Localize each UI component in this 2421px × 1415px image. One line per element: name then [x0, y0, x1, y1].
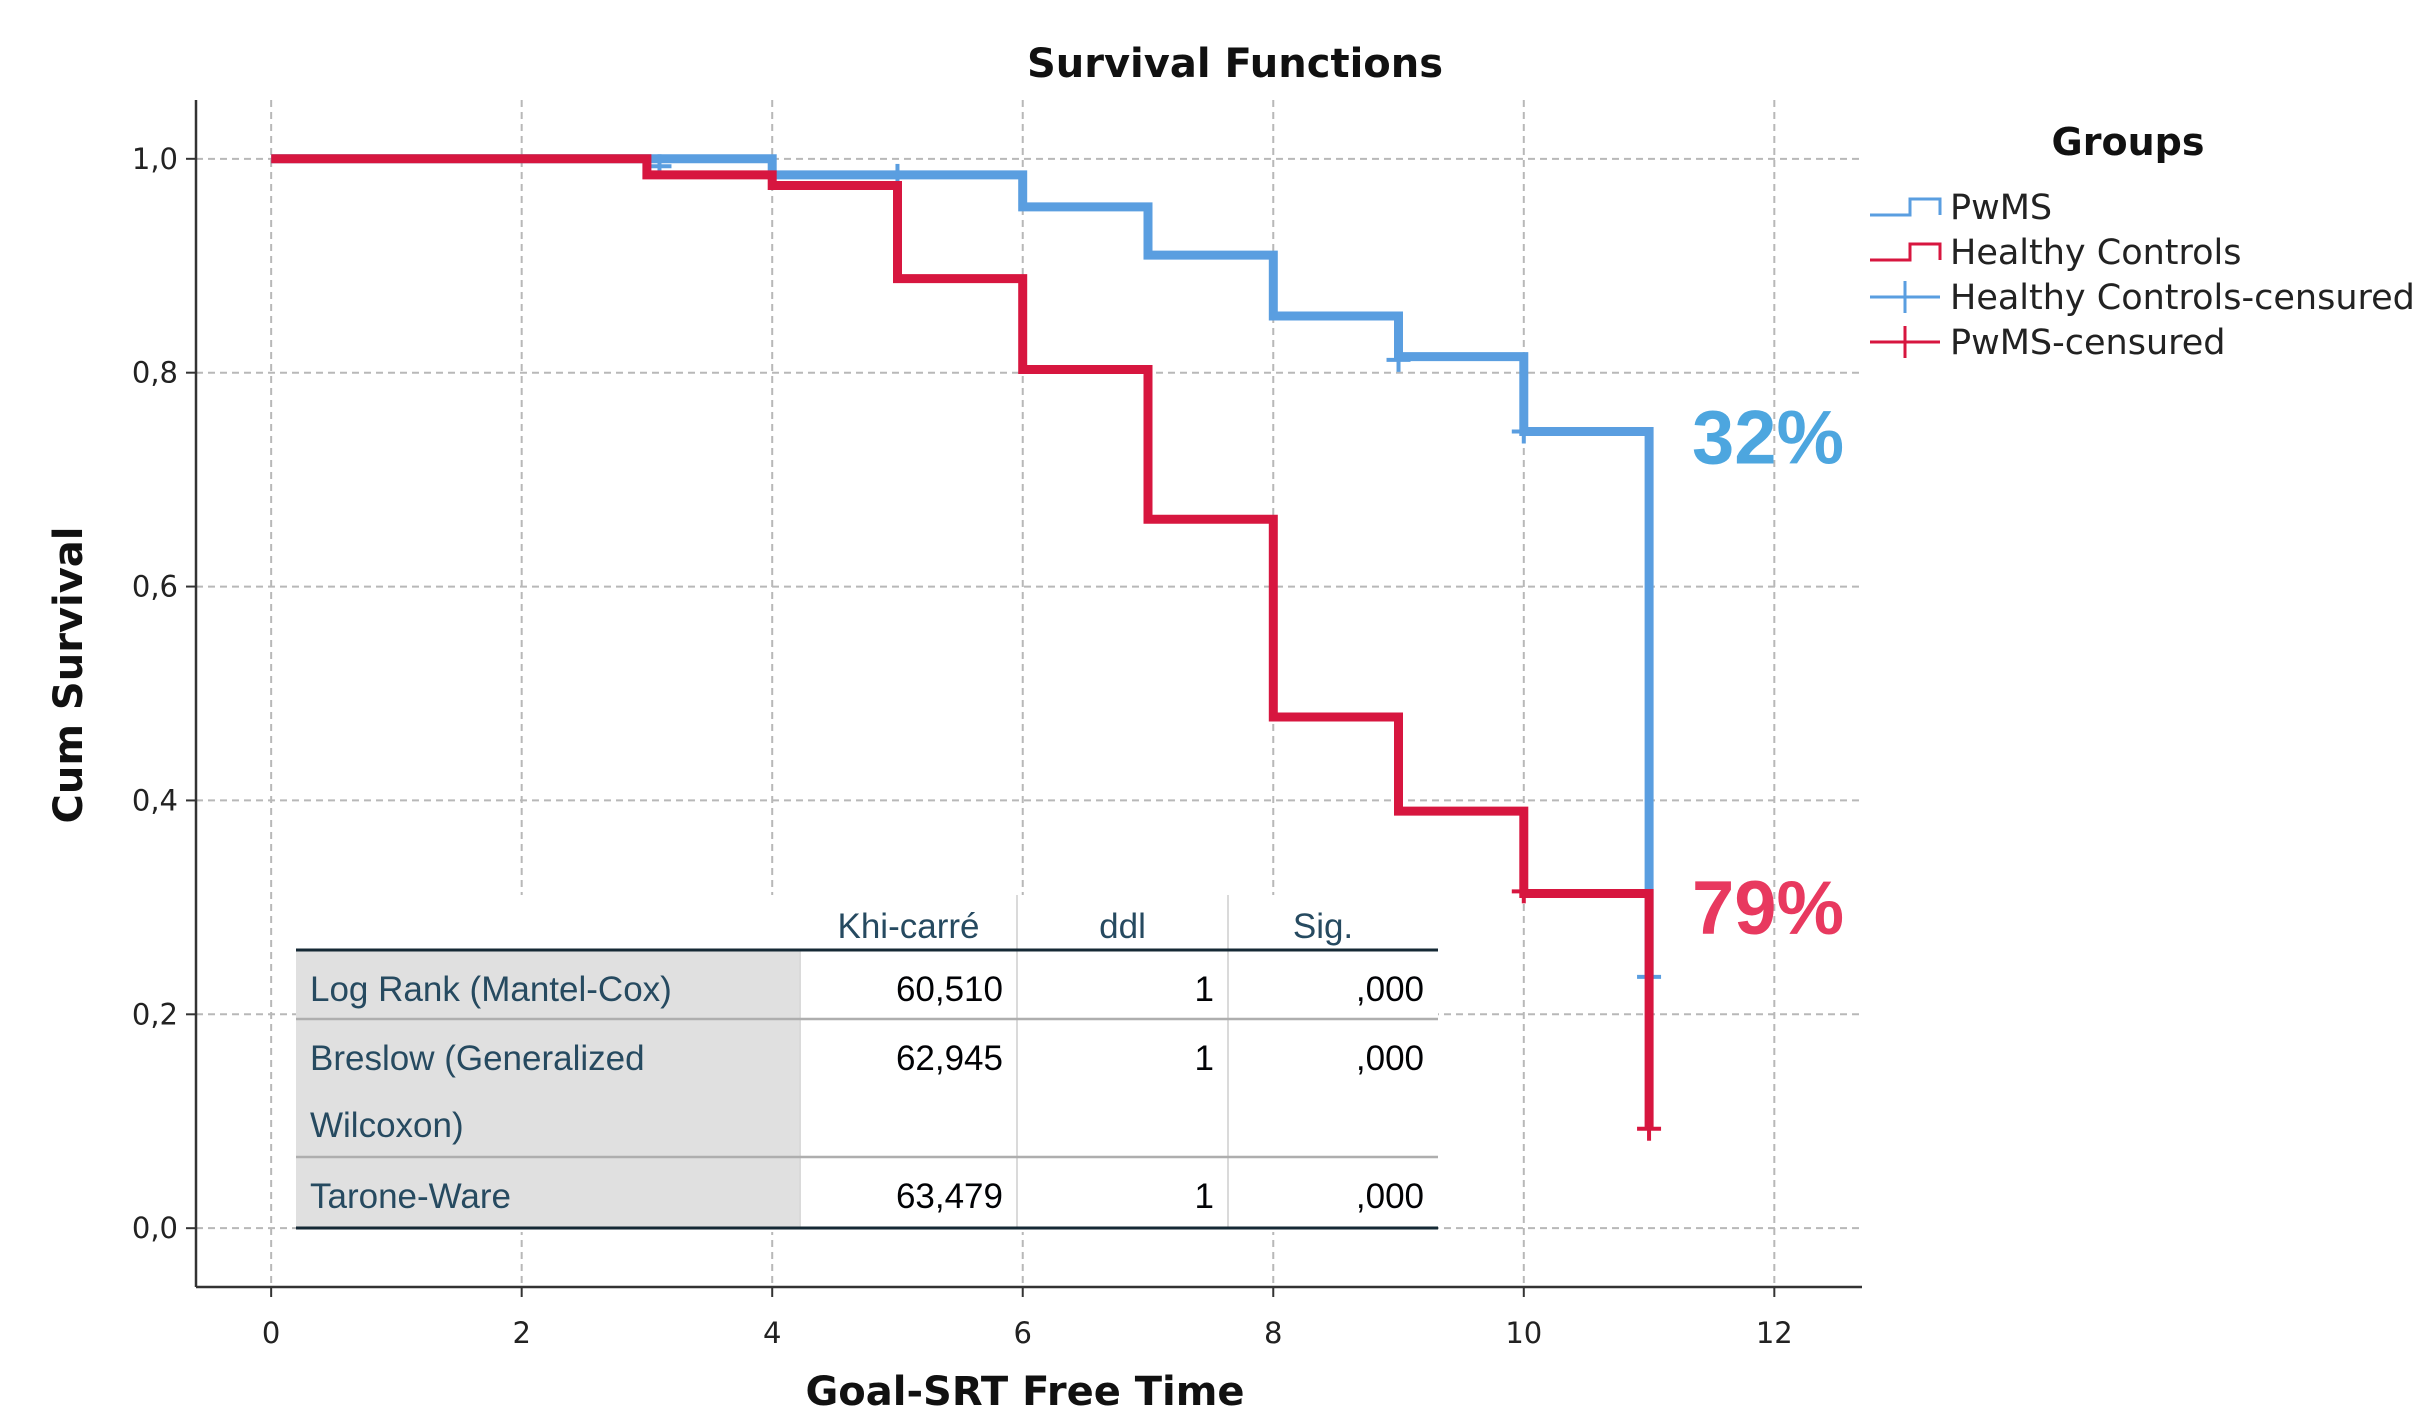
- x-tick-label: 2: [512, 1316, 530, 1350]
- table-cell-sig: ,000: [1356, 1177, 1424, 1216]
- x-tick-label: 8: [1264, 1316, 1282, 1350]
- y-tick-label: 0,4: [132, 783, 178, 817]
- x-tick-label: 12: [1756, 1316, 1793, 1350]
- chart-title: Survival Functions: [1027, 41, 1443, 87]
- legend: Groups PwMS Healthy Controls Healthy Contr…: [1870, 120, 2415, 363]
- y-axis-label: Cum Survival: [46, 526, 92, 823]
- table-header: ddl: [1099, 907, 1146, 946]
- legend-label: PwMS-censured: [1950, 323, 2226, 363]
- censor-mark-pwms: [1386, 347, 1411, 372]
- survival-curves: [271, 154, 1662, 1141]
- legend-item: Healthy Controls: [1870, 233, 2242, 273]
- table-cell-sig: ,000: [1356, 970, 1424, 1009]
- x-tick-label: 0: [262, 1316, 280, 1350]
- x-tick-label: 10: [1505, 1316, 1542, 1350]
- percent-annotation: 32%: [1692, 396, 1844, 481]
- legend-item: Healthy Controls-censured: [1870, 278, 2415, 318]
- y-tick-label: 0,2: [132, 997, 178, 1031]
- table-cell-chi: 62,945: [896, 1039, 1003, 1078]
- series-line-pwms: [271, 154, 1654, 977]
- table-row: Breslow (Generalized Wilcoxon) 62,945 1 ,000: [310, 1039, 1424, 1145]
- table-row-label: Breslow (Generalized: [310, 1039, 645, 1078]
- legend-label: Healthy Controls: [1950, 233, 2242, 273]
- table-row-label: Wilcoxon): [310, 1106, 464, 1145]
- table-cell-ddl: 1: [1195, 970, 1214, 1009]
- censor-mark-healthy-controls: [1511, 879, 1536, 904]
- annotations: 32% 79%: [1692, 396, 1844, 952]
- table-row: Tarone-Ware 63,479 1 ,000: [310, 1177, 1424, 1216]
- table-cell-ddl: 1: [1195, 1039, 1214, 1078]
- legend-swatch-step: [1870, 242, 1942, 262]
- table-header: Khi-carré: [838, 907, 980, 946]
- table-header: Sig.: [1293, 907, 1353, 946]
- table-row-label: Log Rank (Mantel-Cox): [310, 970, 672, 1009]
- censor-mark-healthy-controls: [1637, 1116, 1662, 1141]
- table-cell-sig: ,000: [1356, 1039, 1424, 1078]
- y-tick-label: 0,0: [132, 1211, 178, 1245]
- y-tick-label: 0,6: [132, 570, 178, 604]
- legend-item: PwMS-censured: [1870, 323, 2226, 363]
- legend-label: PwMS: [1950, 188, 2052, 228]
- table-row-header-bg: [296, 950, 800, 1228]
- test-statistics-table: Khi-carré ddl Sig. Log Rank (Mantel-Cox) 60,…: [296, 895, 1438, 1232]
- legend-title: Groups: [2052, 120, 2205, 164]
- table-row: Log Rank (Mantel-Cox) 60,510 1 ,000: [310, 970, 1424, 1009]
- x-tick-label: 4: [763, 1316, 781, 1350]
- table-row-label: Tarone-Ware: [310, 1177, 511, 1216]
- axes: 0,0 0,2 0,4 0,6 0,8 1,0 0 2 4 6 8 10 12: [132, 100, 1862, 1350]
- x-tick-label: 6: [1014, 1316, 1032, 1350]
- x-axis-label: Goal-SRT Free Time: [805, 1369, 1244, 1415]
- y-tick-label: 1,0: [132, 142, 178, 176]
- legend-swatch-step: [1870, 197, 1942, 217]
- y-tick-label: 0,8: [132, 356, 178, 390]
- censor-mark-pwms: [1511, 419, 1536, 444]
- percent-annotation: 79%: [1692, 866, 1844, 951]
- table-cell-chi: 60,510: [896, 970, 1003, 1009]
- table-cell-chi: 63,479: [896, 1177, 1003, 1216]
- series-line-healthy-controls: [271, 154, 1654, 1129]
- legend-item: PwMS: [1870, 188, 2052, 228]
- legend-label: Healthy Controls-censured: [1950, 278, 2415, 318]
- table-cell-ddl: 1: [1195, 1177, 1214, 1216]
